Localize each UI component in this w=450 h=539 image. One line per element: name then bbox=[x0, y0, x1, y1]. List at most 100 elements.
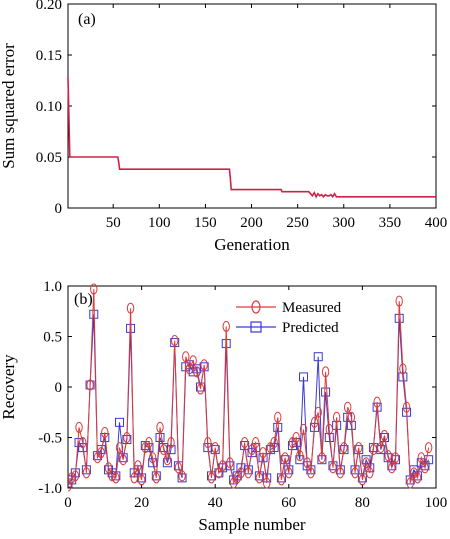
panel-b-series bbox=[68, 283, 434, 492]
measured-point bbox=[329, 462, 337, 474]
measured-point bbox=[251, 437, 260, 449]
panel-a-sum-squared-error: 50 100 150 200 250 300 350 400 0 0.05 0.10 0.15 0.20… bbox=[0, 0, 447, 254]
predicted-point bbox=[357, 473, 367, 483]
legend-measured-label: Measured bbox=[282, 300, 342, 316]
measured-point bbox=[123, 432, 131, 443]
predicted-point bbox=[115, 417, 125, 427]
measured-point bbox=[215, 467, 223, 479]
measured-point bbox=[174, 462, 183, 474]
panel-b-xtick-label: 100 bbox=[425, 495, 448, 511]
measured-point bbox=[248, 444, 256, 456]
predicted-point bbox=[159, 443, 169, 453]
measured-point bbox=[332, 411, 341, 423]
panel-b-ytick-label: 0.5 bbox=[43, 330, 62, 346]
predicted-point bbox=[306, 465, 316, 475]
measured-point bbox=[167, 437, 175, 449]
measured-point bbox=[82, 467, 91, 479]
panel-a-ytick-label: 0.10 bbox=[36, 99, 62, 115]
panel-a-xlabel: Generation bbox=[214, 235, 290, 254]
measured-point bbox=[196, 383, 205, 395]
measured-point bbox=[226, 457, 234, 469]
predicted-point bbox=[354, 445, 364, 455]
measured-point bbox=[292, 432, 300, 443]
measured-point bbox=[97, 447, 105, 459]
legend-predicted-marker bbox=[250, 321, 262, 333]
measured-point bbox=[240, 437, 249, 449]
predicted-point bbox=[243, 465, 253, 475]
panel-a-ytick-label: 0.05 bbox=[36, 150, 62, 166]
predicted-point bbox=[195, 382, 205, 392]
panel-b-ytick-label: 1.0 bbox=[43, 279, 62, 295]
measured-point bbox=[281, 452, 289, 464]
predicted-point bbox=[321, 387, 331, 397]
panel-b-ylabel: Recovery bbox=[0, 354, 18, 420]
panel-a-xtick-label: 300 bbox=[333, 215, 356, 231]
panel-b-xlabel: Sample number bbox=[198, 515, 306, 534]
measured-point bbox=[126, 302, 135, 314]
predicted-point bbox=[413, 471, 423, 481]
panel-a-tag: (a) bbox=[78, 11, 96, 28]
measured-point bbox=[274, 411, 282, 423]
panel-b-xtick-label: 60 bbox=[281, 495, 296, 511]
series-measured bbox=[68, 283, 433, 492]
measured-point bbox=[351, 467, 359, 479]
measured-point bbox=[244, 467, 253, 479]
predicted-point bbox=[240, 441, 250, 451]
panel-b-ytick-label: 0 bbox=[55, 380, 63, 396]
measured-point bbox=[296, 450, 304, 462]
measured-point bbox=[68, 480, 72, 492]
panel-a-ticks: 50 100 150 200 250 300 350 400 0 0.05 0.10 0.15 0.20 bbox=[36, 0, 448, 231]
panel-b-xtick-label: 0 bbox=[64, 495, 72, 511]
panel-a-xtick-label: 150 bbox=[194, 215, 217, 231]
panel-a-xtick-label: 50 bbox=[106, 215, 121, 231]
measured-point bbox=[207, 472, 216, 484]
measured-point bbox=[68, 472, 76, 484]
measured-point bbox=[263, 477, 271, 489]
panel-b-ytick-label: -1.0 bbox=[38, 481, 62, 497]
measured-point bbox=[417, 452, 425, 464]
measured-point bbox=[285, 467, 293, 479]
measured-point bbox=[314, 406, 322, 418]
measured-point bbox=[336, 467, 345, 479]
measured-point bbox=[366, 467, 374, 479]
measured-point bbox=[193, 366, 201, 378]
measured-point bbox=[75, 421, 83, 433]
measured-point bbox=[255, 472, 264, 484]
measured-point bbox=[119, 454, 127, 466]
measured-point bbox=[112, 472, 120, 484]
measured-point bbox=[185, 363, 194, 375]
measured-point bbox=[86, 379, 94, 391]
measured-point bbox=[380, 429, 389, 441]
measured-point bbox=[130, 472, 138, 484]
measured-point bbox=[347, 411, 356, 423]
measured-point bbox=[303, 457, 311, 469]
measured-point bbox=[200, 359, 208, 371]
predicted-point bbox=[284, 465, 294, 475]
legend-measured-marker bbox=[251, 300, 261, 314]
measured-point bbox=[343, 401, 352, 413]
measured-point bbox=[325, 423, 333, 435]
measured-point bbox=[104, 462, 113, 474]
measured-point bbox=[204, 437, 212, 449]
measured-point bbox=[115, 442, 124, 454]
measured-point bbox=[178, 470, 186, 482]
measured-point bbox=[237, 467, 245, 479]
measured-point bbox=[270, 437, 278, 449]
measured-point bbox=[421, 462, 429, 474]
measured-point bbox=[163, 454, 172, 466]
measured-point bbox=[395, 295, 403, 307]
measured-point bbox=[340, 442, 348, 454]
measured-point bbox=[182, 351, 190, 363]
legend: Measured Predicted bbox=[236, 300, 342, 336]
measured-point bbox=[218, 460, 227, 472]
measured-point bbox=[413, 472, 422, 484]
measured-point bbox=[222, 320, 230, 332]
panel-a-xtick-label: 350 bbox=[379, 215, 402, 231]
predicted-point bbox=[299, 372, 309, 382]
measured-point bbox=[189, 355, 197, 367]
panel-a-series bbox=[67, 77, 436, 199]
panel-a-ytick-label: 0.20 bbox=[36, 0, 62, 13]
panel-a-xtick-label: 100 bbox=[148, 215, 171, 231]
measured-point bbox=[299, 423, 308, 435]
